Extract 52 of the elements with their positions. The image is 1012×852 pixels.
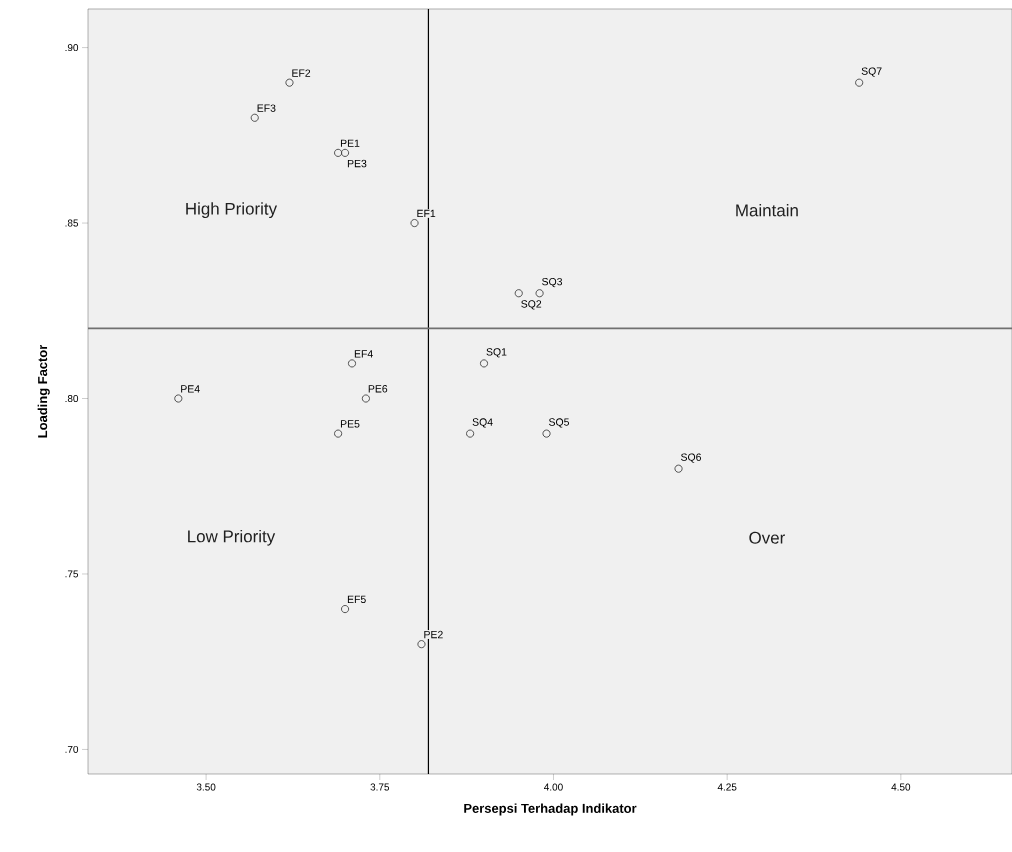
annotation: EF5 [347,595,366,604]
point [341,605,350,614]
point [674,464,683,473]
annotation: PE2 [424,630,443,639]
y-tick-label: .90 [65,44,79,52]
annotation: SQ5 [549,418,570,428]
annotation: SQ7 [861,67,882,77]
x-tick-label: 4.50 [891,783,911,791]
point [466,429,475,438]
point [535,289,544,298]
point [410,219,419,228]
x-tick-label: 4.00 [544,783,563,791]
y-tick-label: .75 [65,570,79,578]
point [334,148,343,157]
point [250,113,259,122]
x-axis-title: Persepsi Terhadap Indikator [464,803,637,816]
annotation: PE6 [368,385,388,393]
point [479,359,489,368]
x-tick-label: 3.50 [196,783,216,791]
point [334,429,343,438]
annotation: PE5 [340,420,360,428]
annotation: Over [749,531,785,544]
point [347,359,357,368]
x-tick-label: 3.75 [370,783,390,791]
point [514,289,523,298]
y-tick-label: .80 [65,394,79,403]
point [174,394,183,403]
point [855,78,864,87]
y-tick-label: .85 [65,219,79,227]
x-tick-label: 4.25 [717,783,737,791]
point [341,148,350,157]
point [542,429,551,438]
annotation: SQ2 [521,300,542,310]
annotation: EF4 [354,350,373,358]
annotation: EF3 [257,104,276,112]
annotation: EF2 [292,69,311,77]
annotation: Maintain [736,203,798,217]
annotation: PE1 [340,139,360,147]
annotation: SQ3 [542,277,563,288]
point [285,78,294,87]
annotation: SQ6 [681,453,702,463]
annotation: Low Priority [188,529,276,546]
y-axis-title: Loading Factor [37,344,50,438]
annotation: EF1 [417,209,436,218]
annotation: High Priority [186,202,278,219]
y-tick-label: .70 [65,745,79,753]
annotation: PE3 [347,159,367,168]
annotation: PE4 [181,385,200,393]
point [361,394,370,403]
point [417,640,426,649]
annotation: SQ1 [486,348,507,358]
annotation: SQ4 [472,418,493,428]
